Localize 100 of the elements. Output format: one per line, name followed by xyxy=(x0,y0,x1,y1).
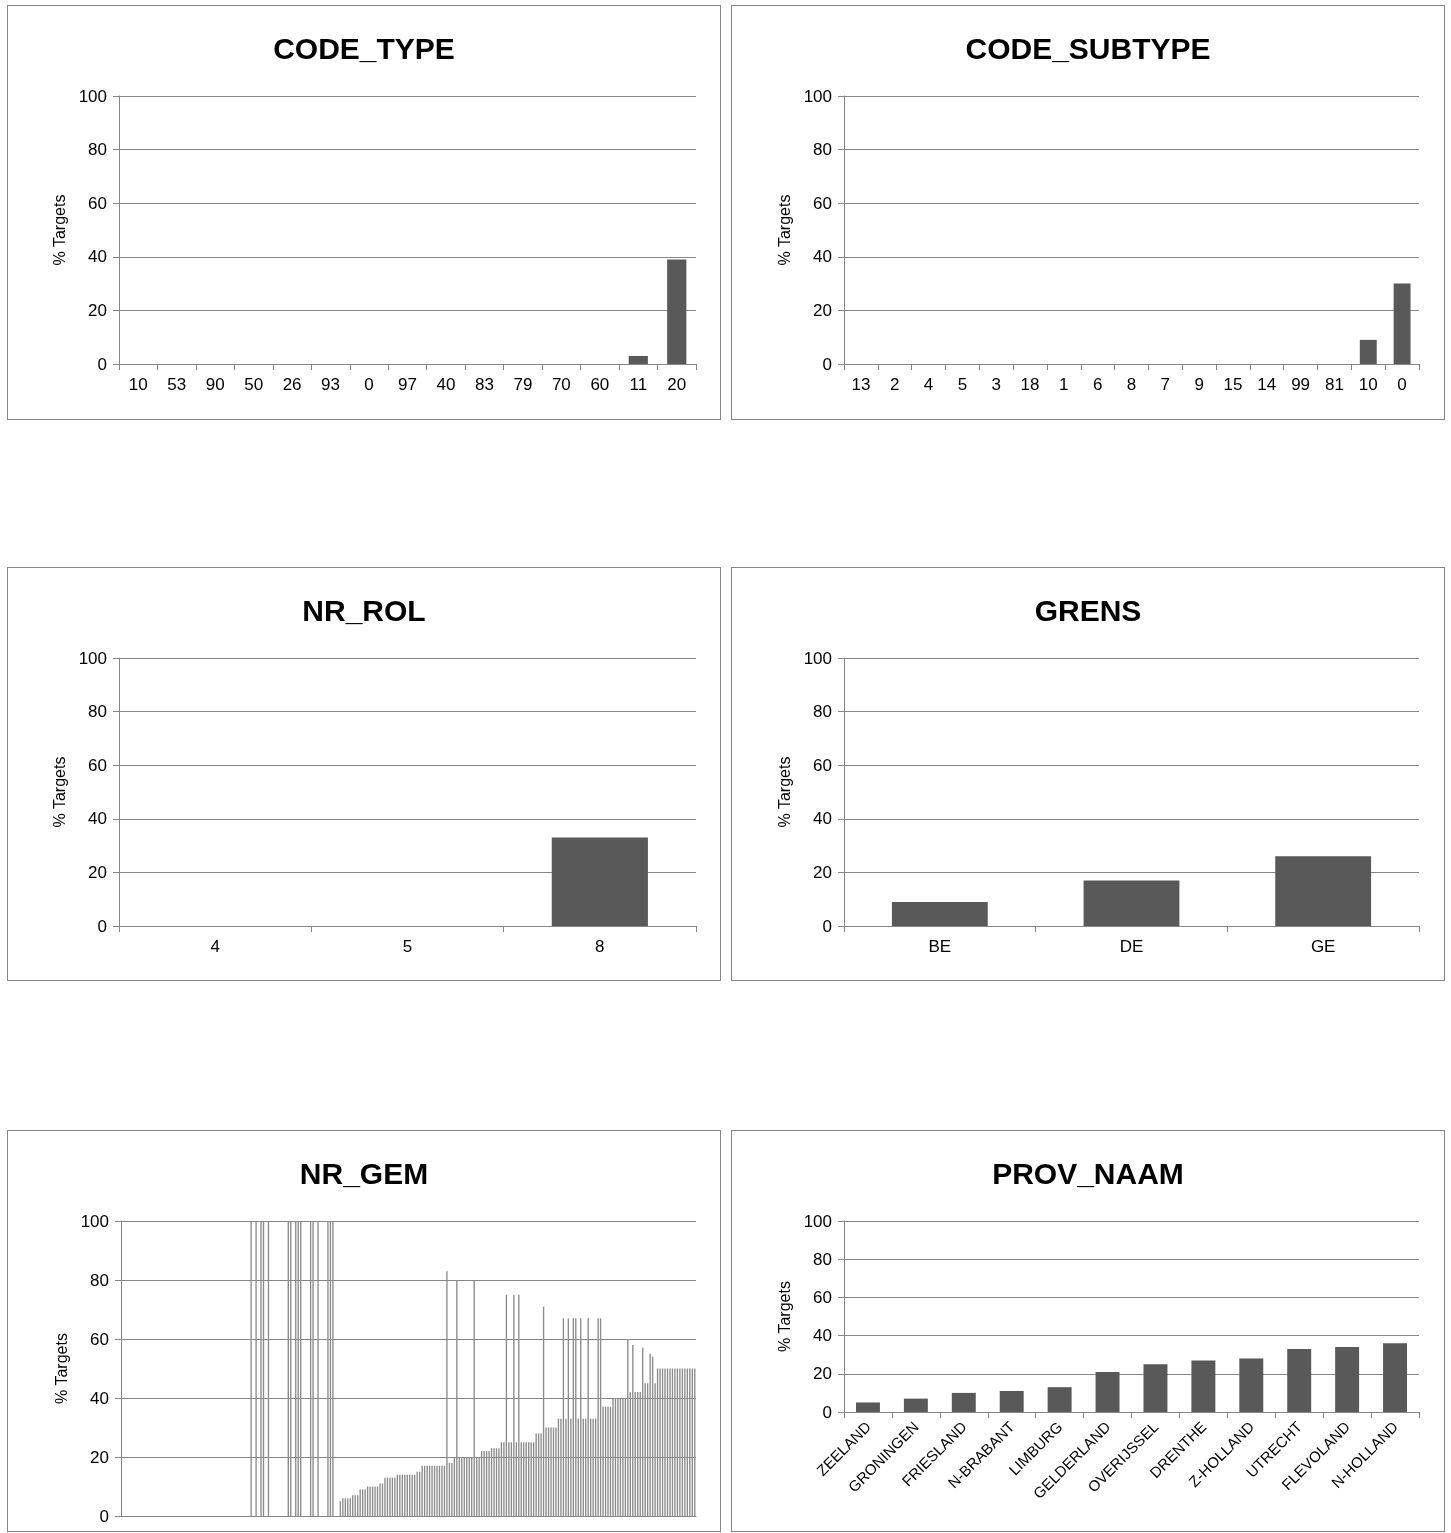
y-tick-label: 80 xyxy=(813,702,832,722)
bar xyxy=(1287,1348,1312,1412)
y-tick-label: 60 xyxy=(88,193,107,213)
bar xyxy=(1047,1387,1072,1412)
y-tick-label: 40 xyxy=(90,1388,109,1408)
y-tick-label: 40 xyxy=(813,1326,832,1346)
x-tick-label: 40 xyxy=(436,375,456,394)
chart-title: CODE_TYPE xyxy=(273,31,455,65)
x-tick-label: 8 xyxy=(595,937,605,956)
x-tick-label: 4 xyxy=(210,937,220,956)
bar xyxy=(999,1390,1024,1412)
x-tick-label: 11 xyxy=(629,375,648,394)
y-tick-label: 20 xyxy=(813,300,832,320)
bar xyxy=(903,1398,928,1412)
bar xyxy=(1383,1343,1408,1412)
y-axis-title: % Targets xyxy=(51,194,69,266)
y-tick-label: 100 xyxy=(803,1211,832,1231)
y-tick-label: 60 xyxy=(813,755,832,775)
x-tick-label: BE xyxy=(928,937,952,956)
y-tick-label: 0 xyxy=(97,354,107,374)
bar xyxy=(891,901,988,926)
bar xyxy=(855,1402,880,1412)
x-tick-label: 70 xyxy=(551,375,571,394)
x-tick-label: 93 xyxy=(321,375,341,394)
chart-title: NR_GEM xyxy=(299,1156,429,1190)
y-tick-label: 20 xyxy=(88,300,107,320)
y-tick-label: 20 xyxy=(813,1364,832,1384)
y-tick-label: 100 xyxy=(78,86,107,106)
bar xyxy=(1143,1364,1168,1412)
x-tick-label: 53 xyxy=(167,375,187,394)
x-tick-label: 81 xyxy=(1324,375,1344,394)
bar xyxy=(951,1392,976,1412)
y-tick-label: 60 xyxy=(813,1287,832,1307)
x-tick-label: 9 xyxy=(1194,375,1204,394)
y-tick-label: 100 xyxy=(803,86,832,106)
chart-title: GRENS xyxy=(1034,593,1142,627)
y-tick-label: 80 xyxy=(813,140,832,160)
x-tick-label: 5 xyxy=(957,375,968,394)
y-tick-label: 80 xyxy=(813,1249,832,1269)
y-tick-label: 80 xyxy=(88,702,107,722)
chart-title: CODE_SUBTYPE xyxy=(965,31,1211,65)
x-tick-label: 20 xyxy=(667,375,687,394)
bar xyxy=(1083,880,1180,926)
y-tick-label: 20 xyxy=(88,862,107,882)
x-tick-label: 8 xyxy=(1126,375,1137,394)
x-tick-label: 0 xyxy=(1397,375,1407,394)
y-tick-label: 0 xyxy=(97,916,107,936)
y-tick-label: 80 xyxy=(90,1270,109,1290)
x-tick-label: 97 xyxy=(398,375,417,394)
y-axis-title: % Targets xyxy=(53,1333,71,1404)
x-tick-label: 5 xyxy=(402,937,413,956)
x-tick-label: 3 xyxy=(991,375,1001,394)
x-tick-label: 6 xyxy=(1092,375,1103,394)
y-tick-label: 40 xyxy=(813,809,832,829)
y-axis-title: % Targets xyxy=(776,194,794,266)
y-tick-label: 0 xyxy=(99,1506,109,1526)
x-tick-label: 79 xyxy=(513,375,533,394)
bar xyxy=(1335,1347,1360,1412)
y-tick-label: 100 xyxy=(78,648,107,668)
x-tick-label: 1 xyxy=(1059,375,1069,394)
x-tick-label: GE xyxy=(1310,937,1336,956)
x-tick-label: 7 xyxy=(1160,375,1171,394)
y-axis-title: % Targets xyxy=(51,756,69,828)
bar xyxy=(1275,856,1372,926)
y-tick-label: 0 xyxy=(822,1402,832,1422)
chart-title: NR_ROL xyxy=(302,593,426,627)
x-tick-label: 4 xyxy=(923,375,934,394)
y-tick-label: 100 xyxy=(803,648,832,668)
bar xyxy=(1239,1358,1264,1412)
y-tick-label: 40 xyxy=(813,247,832,267)
x-tick-label: 90 xyxy=(205,375,225,394)
bar xyxy=(1191,1360,1216,1412)
y-tick-label: 0 xyxy=(822,354,832,374)
y-axis-title: % Targets xyxy=(776,1281,794,1352)
y-tick-label: 40 xyxy=(88,809,107,829)
y-tick-label: 60 xyxy=(90,1329,109,1349)
x-tick-label: 60 xyxy=(590,375,610,394)
y-tick-label: 80 xyxy=(88,140,107,160)
x-tick-label: 10 xyxy=(128,375,148,394)
y-axis-title: % Targets xyxy=(776,756,794,828)
y-tick-label: 60 xyxy=(88,755,107,775)
x-tick-label: 2 xyxy=(890,375,900,394)
bar xyxy=(1095,1371,1120,1412)
x-tick-label: 0 xyxy=(364,375,374,394)
x-tick-label: DE xyxy=(1119,937,1144,956)
x-tick-label: 15 xyxy=(1223,375,1243,394)
x-tick-label: 13 xyxy=(851,375,871,394)
chart-title: PROV_NAAM xyxy=(992,1156,1184,1190)
x-tick-label: 14 xyxy=(1257,375,1277,394)
x-tick-label: 10 xyxy=(1358,375,1378,394)
y-tick-label: 0 xyxy=(822,916,832,936)
x-tick-label: 83 xyxy=(474,375,494,394)
y-tick-label: 60 xyxy=(813,193,832,213)
y-tick-label: 40 xyxy=(88,247,107,267)
x-tick-label: 18 xyxy=(1020,375,1040,394)
x-tick-label: 26 xyxy=(282,375,302,394)
x-tick-label: 99 xyxy=(1291,375,1311,394)
y-tick-label: 20 xyxy=(813,862,832,882)
y-tick-label: 100 xyxy=(80,1211,109,1231)
x-tick-label: 50 xyxy=(244,375,264,394)
